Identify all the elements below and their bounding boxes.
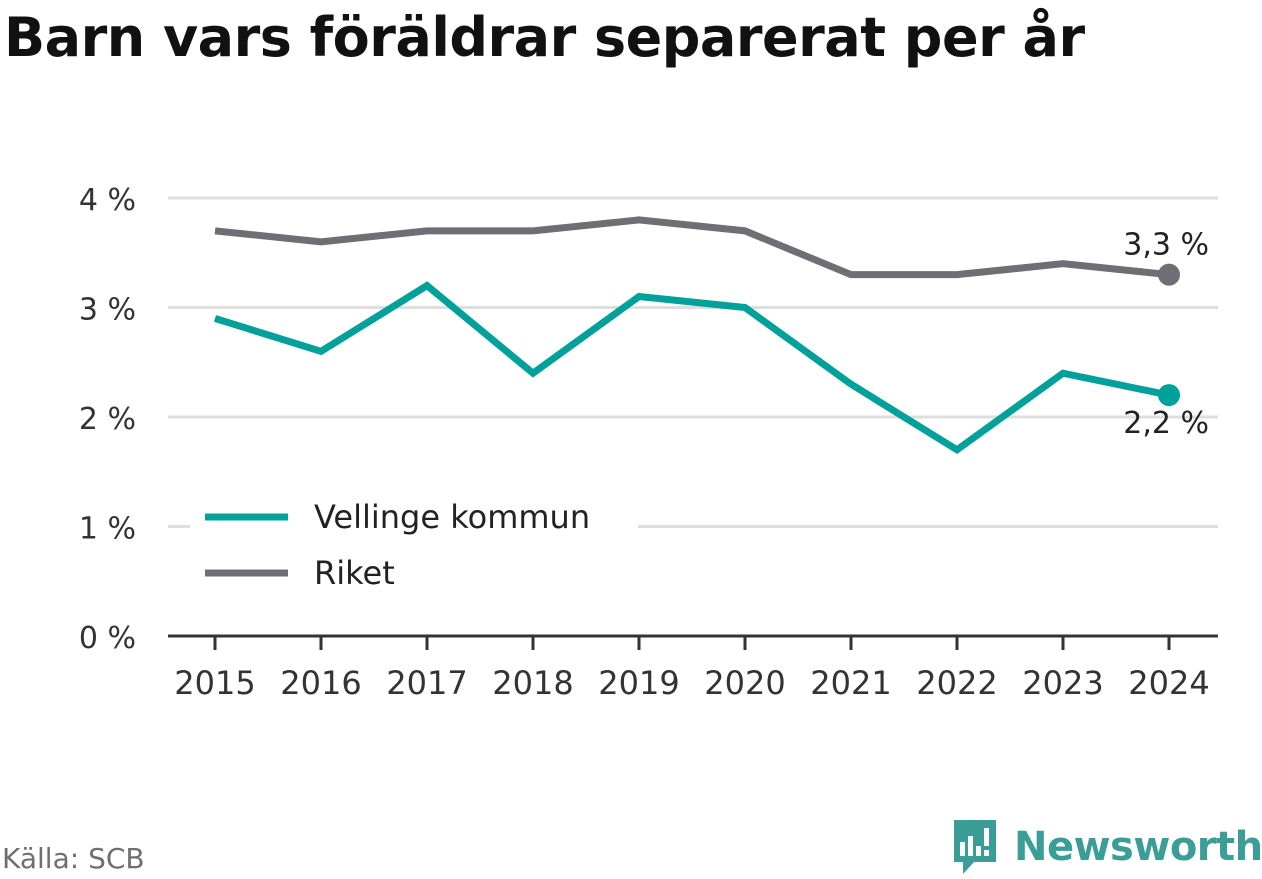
newsworthy-logo: Newsworthy [950, 818, 1262, 876]
x-tick-label: 2020 [704, 664, 785, 702]
x-tick-label: 2021 [810, 664, 891, 702]
series-line [213, 281, 1170, 455]
x-tick-label: 2019 [598, 664, 679, 702]
end-value-label: 2,2 % [1123, 406, 1209, 441]
x-tick-label: 2015 [174, 664, 255, 702]
line-chart: 0 % 1 % 2 % 3 % 4 % 2015 2016 2017 2018 2019 2020 2… [79, 183, 1218, 702]
legend-label: Riket [314, 554, 395, 592]
y-tick-label: 3 % [79, 293, 136, 328]
x-tick-label: 2017 [386, 664, 467, 702]
chart-title: Barn vars föräldrar separerat per år [4, 6, 1085, 69]
series-line [214, 216, 1170, 279]
x-tick-label: 2023 [1022, 664, 1103, 702]
series-end-point [1158, 384, 1180, 407]
x-tick-label: 2022 [916, 664, 997, 702]
y-tick-label: 0 % [79, 621, 136, 656]
x-tick-label: 2018 [492, 664, 573, 702]
legend-background [190, 490, 638, 602]
y-tick-label: 2 % [79, 402, 136, 437]
legend-label: Vellinge kommun [314, 498, 590, 536]
source-note: Källa: SCB [2, 842, 145, 875]
end-value-label: 3,3 % [1123, 228, 1209, 263]
newsworthy-logo-icon [954, 820, 996, 874]
y-tick-label: 1 % [79, 512, 136, 547]
series-end-point [1158, 263, 1180, 286]
y-tick-label: 4 % [79, 183, 136, 218]
x-tick-label: 2016 [280, 664, 361, 702]
brand-name: Newsworthy [1014, 824, 1262, 870]
x-tick-label: 2024 [1128, 664, 1209, 702]
